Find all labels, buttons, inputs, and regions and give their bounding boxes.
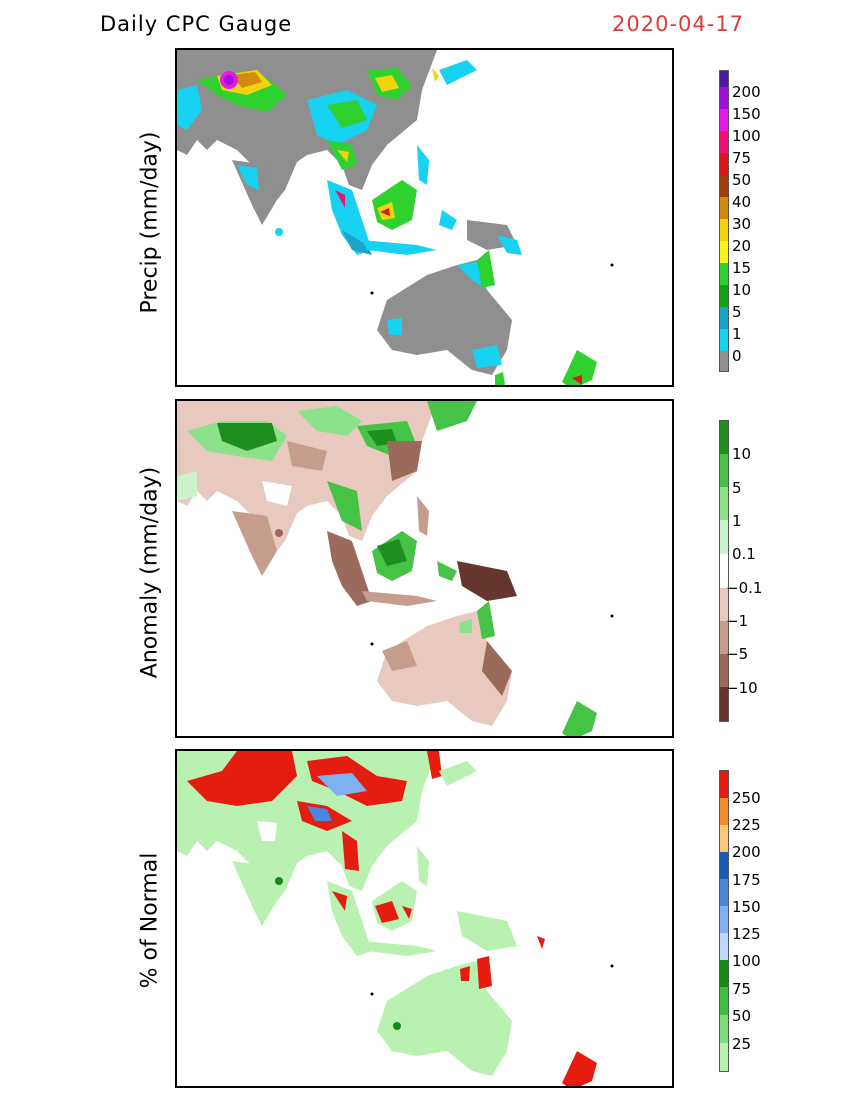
- precip-tick: 100: [732, 127, 761, 145]
- panel-2-ylabel: Anomaly (mm/day): [137, 466, 163, 679]
- precip-tick: 50: [732, 171, 752, 189]
- anomaly-tick: −10: [726, 679, 758, 697]
- precip-tick: 150: [732, 105, 761, 123]
- anomaly-map: [175, 399, 674, 738]
- precip-tick: 0: [732, 347, 742, 365]
- percent-tick: 75: [732, 980, 752, 998]
- percent-tick: 25: [732, 1035, 752, 1053]
- precip-tick: 15: [732, 259, 752, 277]
- anomaly-tick: −0.1: [726, 579, 763, 597]
- percent-tick: 250: [732, 789, 761, 807]
- percent-tick: 100: [732, 952, 761, 970]
- panel-1-ylabel: Precip (mm/day): [137, 131, 163, 314]
- precip-tick: 5: [732, 303, 742, 321]
- percent-tick: 175: [732, 871, 761, 889]
- map-date: 2020-04-17: [612, 12, 745, 36]
- precip-tick: 30: [732, 215, 752, 233]
- precip-map: [175, 48, 674, 387]
- percent-colorbar: [719, 770, 729, 1072]
- map-title: Daily CPC Gauge: [100, 12, 293, 36]
- precip-colorbar: [719, 70, 729, 372]
- precip-tick: 75: [732, 149, 752, 167]
- anomaly-tick: 5: [732, 479, 742, 497]
- anomaly-tick: −1: [726, 612, 749, 630]
- precip-tick: 200: [732, 83, 761, 101]
- anomaly-tick: −5: [726, 645, 749, 663]
- precip-tick: 1: [732, 325, 742, 343]
- percent-tick: 225: [732, 816, 761, 834]
- precip-tick: 40: [732, 193, 752, 211]
- percent-tick: 125: [732, 925, 761, 943]
- anomaly-tick: 0.1: [732, 545, 756, 563]
- percent-tick: 150: [732, 898, 761, 916]
- percent-tick: 50: [732, 1007, 752, 1025]
- anomaly-tick: 10: [732, 445, 752, 463]
- percent-normal-map: [175, 749, 674, 1088]
- panel-3-ylabel: % of Normal: [137, 852, 163, 989]
- precip-tick: 10: [732, 281, 752, 299]
- percent-tick: 200: [732, 843, 761, 861]
- anomaly-colorbar: [719, 420, 729, 722]
- precip-tick: 20: [732, 237, 752, 255]
- anomaly-tick: 1: [732, 512, 742, 530]
